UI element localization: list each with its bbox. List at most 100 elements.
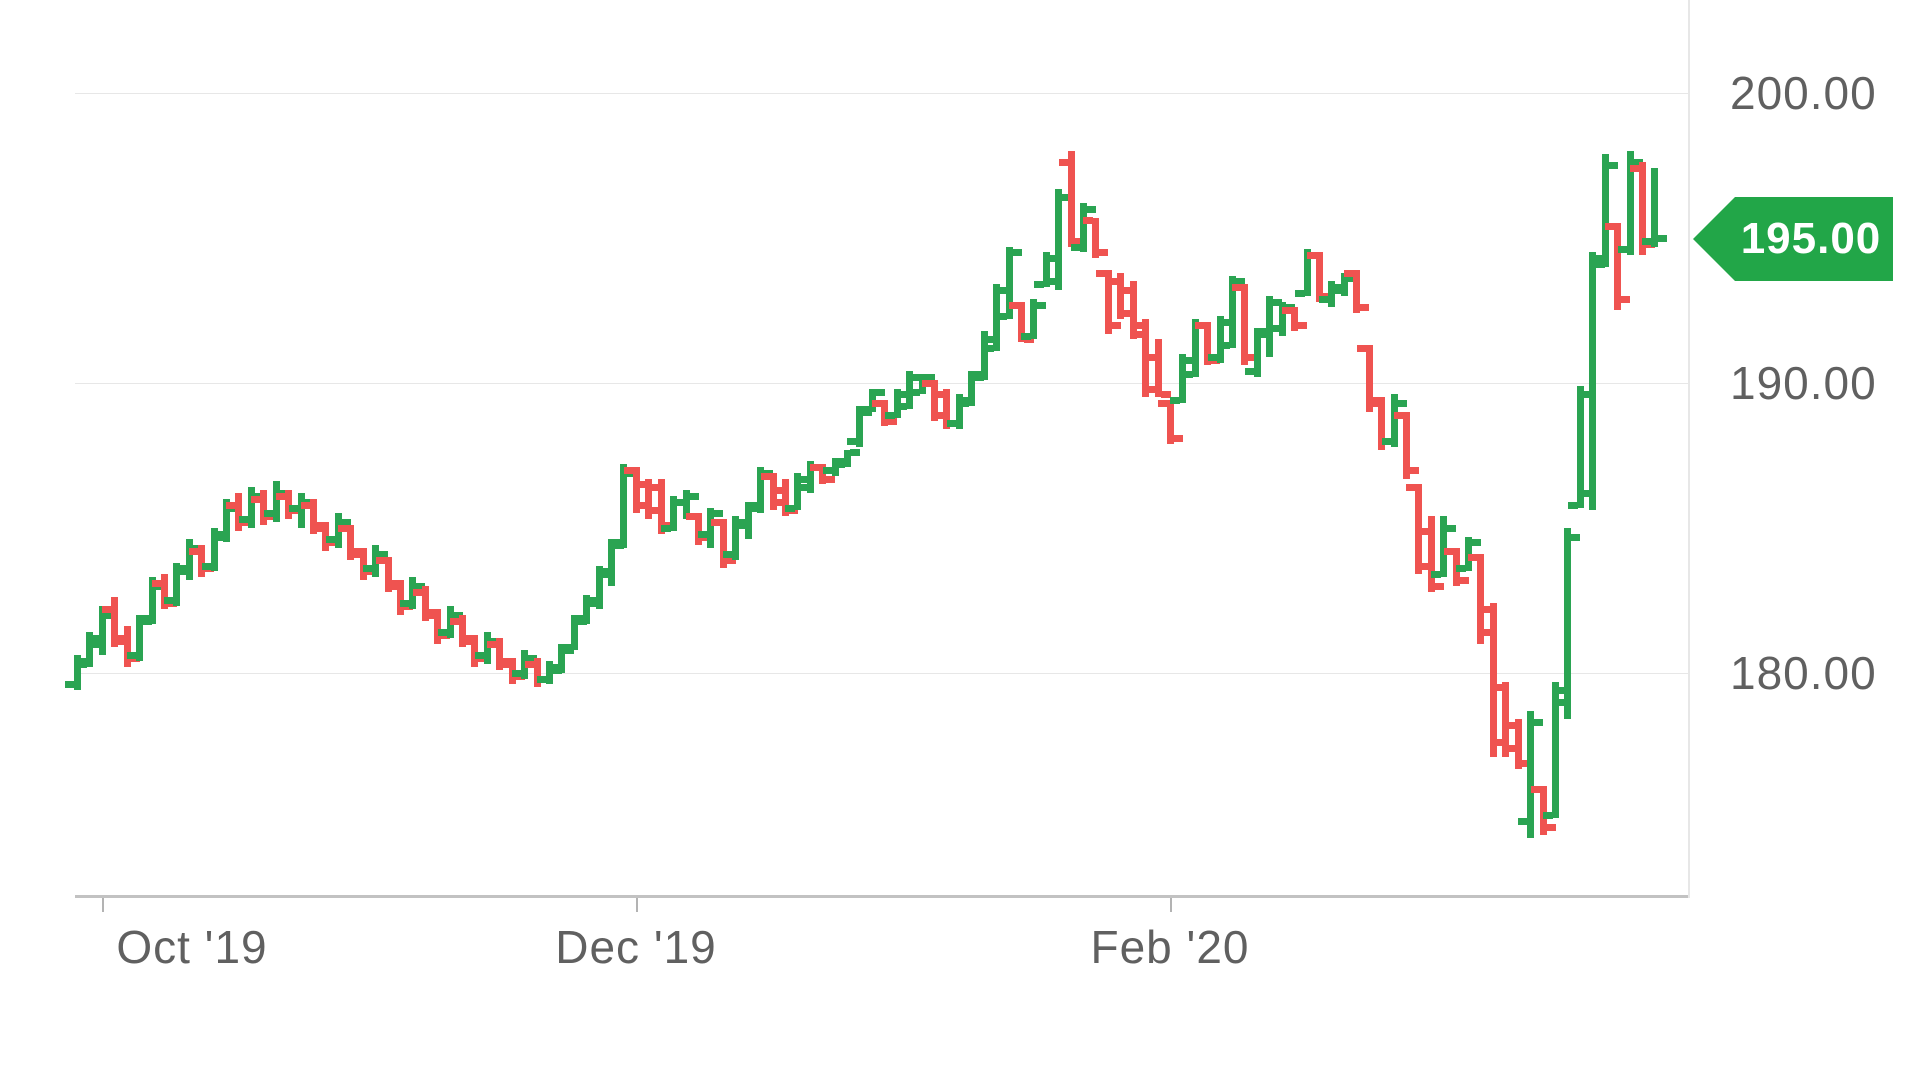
ohlc-bar xyxy=(782,479,789,516)
ohlc-open-tick xyxy=(1021,333,1031,340)
ohlc-bar xyxy=(645,479,652,519)
ohlc-bar xyxy=(745,502,752,539)
ohlc-open-tick xyxy=(1431,571,1441,578)
ohlc-bar xyxy=(1391,394,1398,447)
ohlc-open-tick xyxy=(1468,554,1478,561)
chart-plot-area[interactable] xyxy=(0,0,1690,1068)
ohlc-open-tick xyxy=(1232,284,1242,291)
ohlc-close-tick xyxy=(850,449,860,456)
ohlc-open-tick xyxy=(1518,818,1528,825)
ohlc-close-tick xyxy=(1508,745,1518,752)
ohlc-open-tick xyxy=(872,400,882,407)
ohlc-open-tick xyxy=(1332,287,1342,294)
ohlc-bar xyxy=(1030,299,1037,339)
price-axis-label: 180.00 xyxy=(1730,647,1877,699)
ohlc-close-tick xyxy=(912,374,922,381)
ohlc-open-tick xyxy=(636,481,646,488)
ohlc-close-tick xyxy=(1049,255,1059,262)
ohlc-bar xyxy=(360,548,367,580)
ohlc-open-tick xyxy=(289,505,299,512)
ohlc-bar xyxy=(273,481,280,522)
price-gridline xyxy=(75,673,1688,674)
ohlc-close-tick xyxy=(1036,302,1046,309)
ohlc-bar xyxy=(1577,386,1584,508)
ohlc-open-tick xyxy=(972,371,982,378)
ohlc-open-tick xyxy=(810,464,820,471)
ohlc-bar xyxy=(1316,252,1323,302)
time-axis-label: Feb '20 xyxy=(1090,921,1250,973)
ohlc-bar xyxy=(1006,247,1013,319)
ohlc-close-tick xyxy=(1148,386,1158,393)
ohlc-open-tick xyxy=(1543,812,1553,819)
ohlc-open-tick xyxy=(102,606,112,613)
ohlc-open-tick xyxy=(1083,217,1093,224)
ohlc-close-tick xyxy=(1459,577,1469,584)
ohlc-open-tick xyxy=(537,676,547,683)
ohlc-open-tick xyxy=(1406,484,1416,491)
ohlc-open-tick xyxy=(549,664,559,671)
ohlc-open-tick xyxy=(897,403,907,410)
ohlc-close-tick xyxy=(987,336,997,343)
ohlc-close-tick xyxy=(900,391,910,398)
price-axis-label: 200.00 xyxy=(1730,67,1877,119)
ohlc-bar xyxy=(943,389,950,429)
ohlc-close-tick xyxy=(453,612,463,619)
ohlc-close-tick xyxy=(689,493,699,500)
ohlc-bar xyxy=(1651,168,1658,247)
ohlc-open-tick xyxy=(1456,565,1466,572)
ohlc-bar xyxy=(1055,189,1062,290)
ohlc-bar xyxy=(844,450,851,467)
ohlc-open-tick xyxy=(1382,438,1392,445)
ohlc-bar xyxy=(223,499,230,542)
ohlc-open-tick xyxy=(1630,165,1640,172)
ohlc-bar xyxy=(161,574,168,609)
ohlc-close-tick xyxy=(1086,206,1096,213)
ohlc-open-tick xyxy=(748,502,758,509)
ohlc-open-tick xyxy=(65,681,75,688)
ohlc-open-tick xyxy=(214,531,224,538)
ohlc-bar xyxy=(1241,284,1248,365)
ohlc-bar xyxy=(471,635,478,667)
ohlc-close-tick xyxy=(1620,296,1630,303)
ohlc-open-tick xyxy=(599,571,609,578)
ohlc-bar xyxy=(211,528,218,571)
ohlc-open-tick xyxy=(1220,342,1230,349)
ohlc-close-tick xyxy=(92,635,102,642)
ohlc-bar xyxy=(1515,719,1522,769)
ohlc-open-tick xyxy=(1642,238,1652,245)
ohlc-open-tick xyxy=(1369,397,1379,404)
ohlc-close-tick xyxy=(1223,319,1233,326)
ohlc-bar xyxy=(496,638,503,670)
ohlc-bar xyxy=(1105,270,1112,334)
ohlc-close-tick xyxy=(341,519,351,526)
ohlc-open-tick xyxy=(1394,412,1404,419)
ohlc-bar xyxy=(298,493,305,528)
ohlc-open-tick xyxy=(1444,548,1454,555)
ohlc-close-tick xyxy=(887,418,897,425)
ohlc-open-tick xyxy=(1295,290,1305,297)
ohlc-bar xyxy=(86,632,93,667)
ohlc-open-tick xyxy=(1245,368,1255,375)
ohlc-open-tick xyxy=(922,380,932,387)
ohlc-bar xyxy=(484,632,491,664)
ohlc-bar xyxy=(1229,276,1236,348)
ohlc-bar xyxy=(397,580,404,615)
ohlc-open-tick xyxy=(313,525,323,532)
ohlc-open-tick xyxy=(1034,281,1044,288)
ohlc-open-tick xyxy=(823,467,833,474)
ohlc-bar xyxy=(794,473,801,510)
ohlc-open-tick xyxy=(661,525,671,532)
ohlc-bar xyxy=(1477,554,1484,644)
ohlc-open-tick xyxy=(1307,252,1317,259)
ohlc-bar xyxy=(1341,273,1348,296)
ohlc-bar xyxy=(732,516,739,560)
price-gridline xyxy=(75,383,1688,384)
ohlc-close-tick xyxy=(999,287,1009,294)
ohlc-open-tick xyxy=(90,641,100,648)
ohlc-bar xyxy=(385,557,392,592)
ohlc-open-tick xyxy=(1158,400,1168,407)
ohlc-bar xyxy=(1068,151,1075,247)
ohlc-close-tick xyxy=(1434,583,1444,590)
ohlc-bar xyxy=(1167,400,1174,444)
ohlc-open-tick xyxy=(1195,322,1205,329)
